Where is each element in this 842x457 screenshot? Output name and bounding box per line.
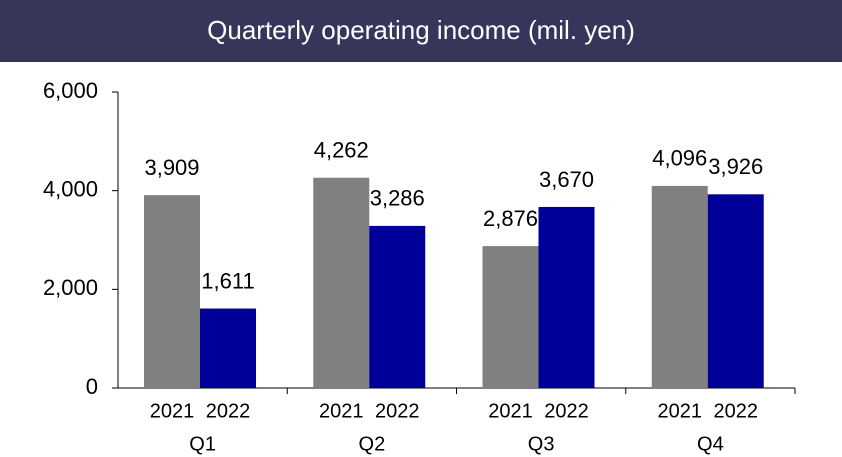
x-tick-label: Q1 [189, 433, 216, 455]
series-label: 2021 [150, 400, 195, 422]
x-tick-label: Q4 [697, 433, 724, 455]
data-label: 4,262 [314, 138, 369, 163]
y-tick-label: 6,000 [43, 78, 98, 103]
data-label: 3,909 [144, 155, 199, 180]
chart-title: Quarterly operating income (mil. yen) [207, 15, 635, 45]
bar [313, 177, 370, 388]
x-tick-label: Q3 [528, 433, 555, 455]
title-banner [0, 0, 842, 62]
data-label: 2,876 [483, 206, 538, 231]
data-label: 1,611 [201, 268, 254, 293]
bar [369, 225, 426, 388]
data-label: 3,286 [370, 186, 425, 211]
data-label: 4,096 [652, 146, 707, 171]
bar [200, 308, 256, 388]
series-label: 2021 [658, 400, 703, 422]
bar [144, 195, 200, 388]
series-label: 2022 [714, 400, 759, 422]
y-tick-label: 4,000 [43, 176, 98, 201]
bar [538, 206, 595, 388]
series-label: 2022 [375, 400, 420, 422]
series-label: 2022 [206, 400, 251, 422]
data-label: 3,926 [708, 154, 763, 179]
bar [707, 194, 764, 388]
series-label: 2022 [544, 400, 589, 422]
data-label: 3,670 [539, 167, 594, 192]
x-tick-label: Q2 [359, 433, 386, 455]
series-label: 2021 [319, 400, 364, 422]
series-label: 2021 [488, 400, 533, 422]
y-tick-label: 0 [86, 374, 98, 399]
bar [651, 185, 708, 388]
bar [482, 246, 539, 388]
y-tick-label: 2,000 [43, 275, 98, 300]
